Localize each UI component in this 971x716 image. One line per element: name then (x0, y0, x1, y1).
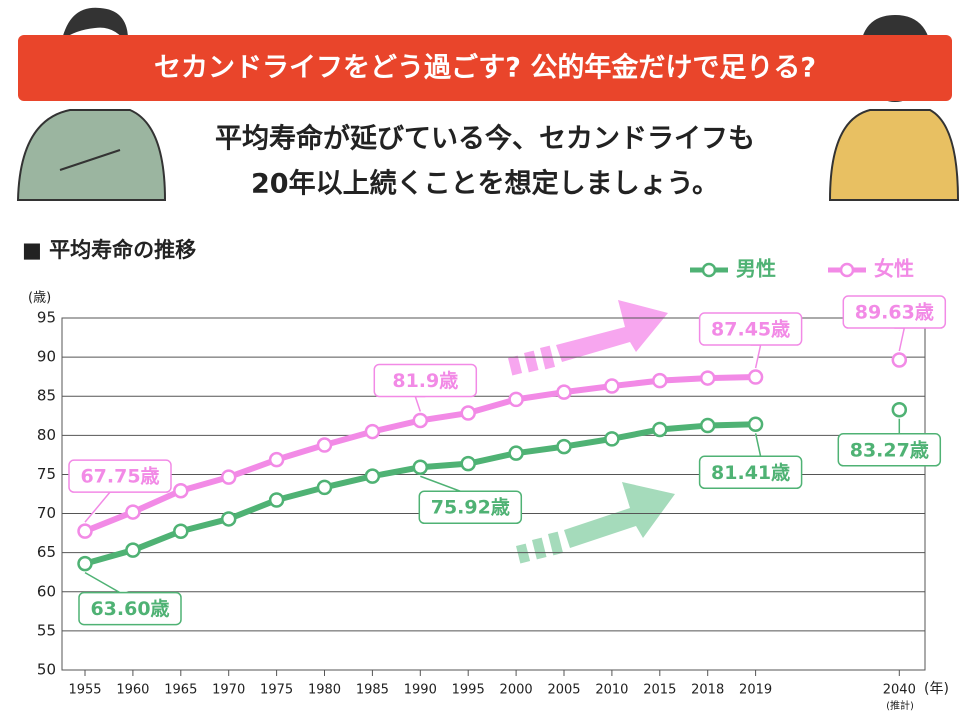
point (412, 459, 429, 475)
point (556, 384, 572, 400)
x-tick-label: 1955 (68, 683, 101, 698)
chart-title: ■ 平均寿命の推移 (22, 238, 196, 262)
data-label: 75.92歳 (431, 497, 510, 519)
point (460, 405, 476, 421)
data-label: 87.45歳 (711, 319, 790, 341)
point (173, 482, 189, 499)
data-label: 83.27歳 (850, 439, 929, 461)
data-label: 63.60歳 (90, 598, 169, 620)
callout-box (837, 433, 942, 467)
point (316, 479, 333, 496)
x-tick-label: 1990 (404, 683, 437, 698)
y-tick-label: 50 (37, 661, 56, 679)
point (652, 421, 668, 438)
y-tick-label: 95 (37, 309, 56, 327)
data-label: 81.41歳 (711, 462, 790, 484)
callout-box (78, 591, 182, 626)
point (77, 523, 93, 539)
x-tick-label: 2040 (883, 683, 916, 698)
point (652, 372, 668, 389)
x-tick-label: 2018 (691, 683, 724, 698)
banner (18, 35, 952, 101)
callout-pointer (414, 395, 426, 412)
data-label: 81.9歳 (392, 370, 458, 392)
x-tick-label: 2000 (500, 683, 533, 698)
x-tick-label: 1985 (356, 683, 389, 698)
point (268, 492, 285, 508)
point (891, 352, 908, 368)
point (747, 416, 764, 433)
data-label: 67.75歳 (80, 466, 159, 488)
callout-box (68, 459, 172, 493)
callout-box (373, 363, 478, 398)
x-tick-label: 2015 (643, 683, 676, 698)
x-tick-label: 1970 (212, 683, 245, 698)
callout-box (698, 312, 803, 346)
callout-pointer (889, 418, 901, 435)
y-tick-label: 65 (37, 543, 56, 561)
point (699, 370, 716, 386)
subtitle: 平均寿命が延びている今、セカンドライフも (215, 123, 755, 155)
annotation: (推計) (886, 699, 914, 712)
point (364, 468, 381, 484)
x-tick-label: 2019 (739, 683, 772, 698)
point (604, 431, 620, 447)
x-tick-label: 2005 (547, 683, 580, 698)
point (77, 555, 93, 572)
legend-marker (701, 262, 717, 278)
point (891, 402, 908, 418)
green-arrow (515, 482, 675, 564)
point (412, 412, 429, 429)
callout-box (418, 490, 523, 524)
legend-marker (839, 262, 855, 278)
callout-box (842, 295, 947, 329)
x-tick-label: 2010 (595, 683, 628, 698)
x-unit: (年) (924, 681, 949, 697)
x-tick-label: 1980 (308, 683, 341, 698)
callout-pointer (750, 344, 762, 369)
point (508, 445, 524, 461)
pink-arrow (508, 300, 668, 376)
point (460, 455, 476, 472)
callout-pointer (84, 571, 130, 594)
callout-pointer (420, 475, 471, 492)
point (316, 437, 333, 453)
y-tick-label: 90 (37, 348, 56, 366)
point (220, 511, 237, 527)
x-tick-label: 1960 (116, 683, 149, 698)
point (125, 542, 141, 558)
x-tick-label: 1995 (452, 683, 485, 698)
point (364, 423, 381, 440)
point (747, 369, 764, 385)
callout-pointer (894, 327, 906, 352)
callout-box (698, 455, 803, 490)
y-tick-label: 60 (37, 582, 56, 600)
y-tick-label: 55 (37, 621, 56, 639)
x-tick-label: 1965 (164, 683, 197, 698)
y-tick-label: 70 (37, 504, 56, 522)
y-tick-label: 80 (37, 426, 56, 444)
data-label: 89.63歳 (855, 302, 934, 324)
plot-frame (61, 317, 926, 671)
callout-pointer (750, 433, 762, 458)
point (220, 469, 237, 485)
point (125, 504, 141, 520)
y-tick-label: 75 (37, 465, 56, 483)
x-tick-label: 1975 (260, 683, 293, 698)
point (604, 378, 620, 394)
y-tick-label: 85 (37, 387, 56, 405)
y-unit: (歳) (28, 291, 51, 306)
subtitle: 20年以上続くことを想定しましょう。 (251, 168, 719, 200)
point (173, 523, 189, 539)
legend-label: 男性 (736, 257, 776, 281)
point (699, 417, 716, 434)
point (268, 451, 285, 468)
banner-title: セカンドライフをどう過ごす? 公的年金だけで足りる? (154, 52, 816, 84)
legend-label: 女性 (874, 257, 914, 281)
point (508, 391, 524, 408)
point (556, 438, 572, 455)
